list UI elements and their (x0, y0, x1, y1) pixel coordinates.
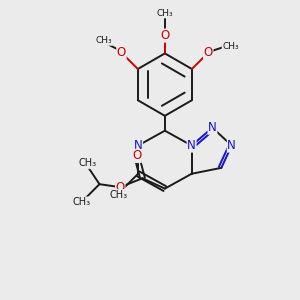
Text: CH₃: CH₃ (222, 42, 239, 51)
Text: O: O (132, 149, 141, 162)
Text: O: O (160, 29, 170, 42)
Text: N: N (187, 139, 196, 152)
Text: H: H (134, 150, 142, 160)
Text: N: N (208, 121, 217, 134)
Text: O: O (117, 46, 126, 59)
Text: CH₃: CH₃ (110, 190, 128, 200)
Text: CH₃: CH₃ (157, 9, 173, 18)
Text: N: N (227, 139, 236, 152)
Text: CH₃: CH₃ (79, 158, 97, 168)
Text: CH₃: CH₃ (73, 197, 91, 207)
Text: O: O (116, 181, 125, 194)
Text: CH₃: CH₃ (95, 36, 112, 45)
Text: O: O (204, 46, 213, 59)
Text: N: N (134, 139, 142, 152)
